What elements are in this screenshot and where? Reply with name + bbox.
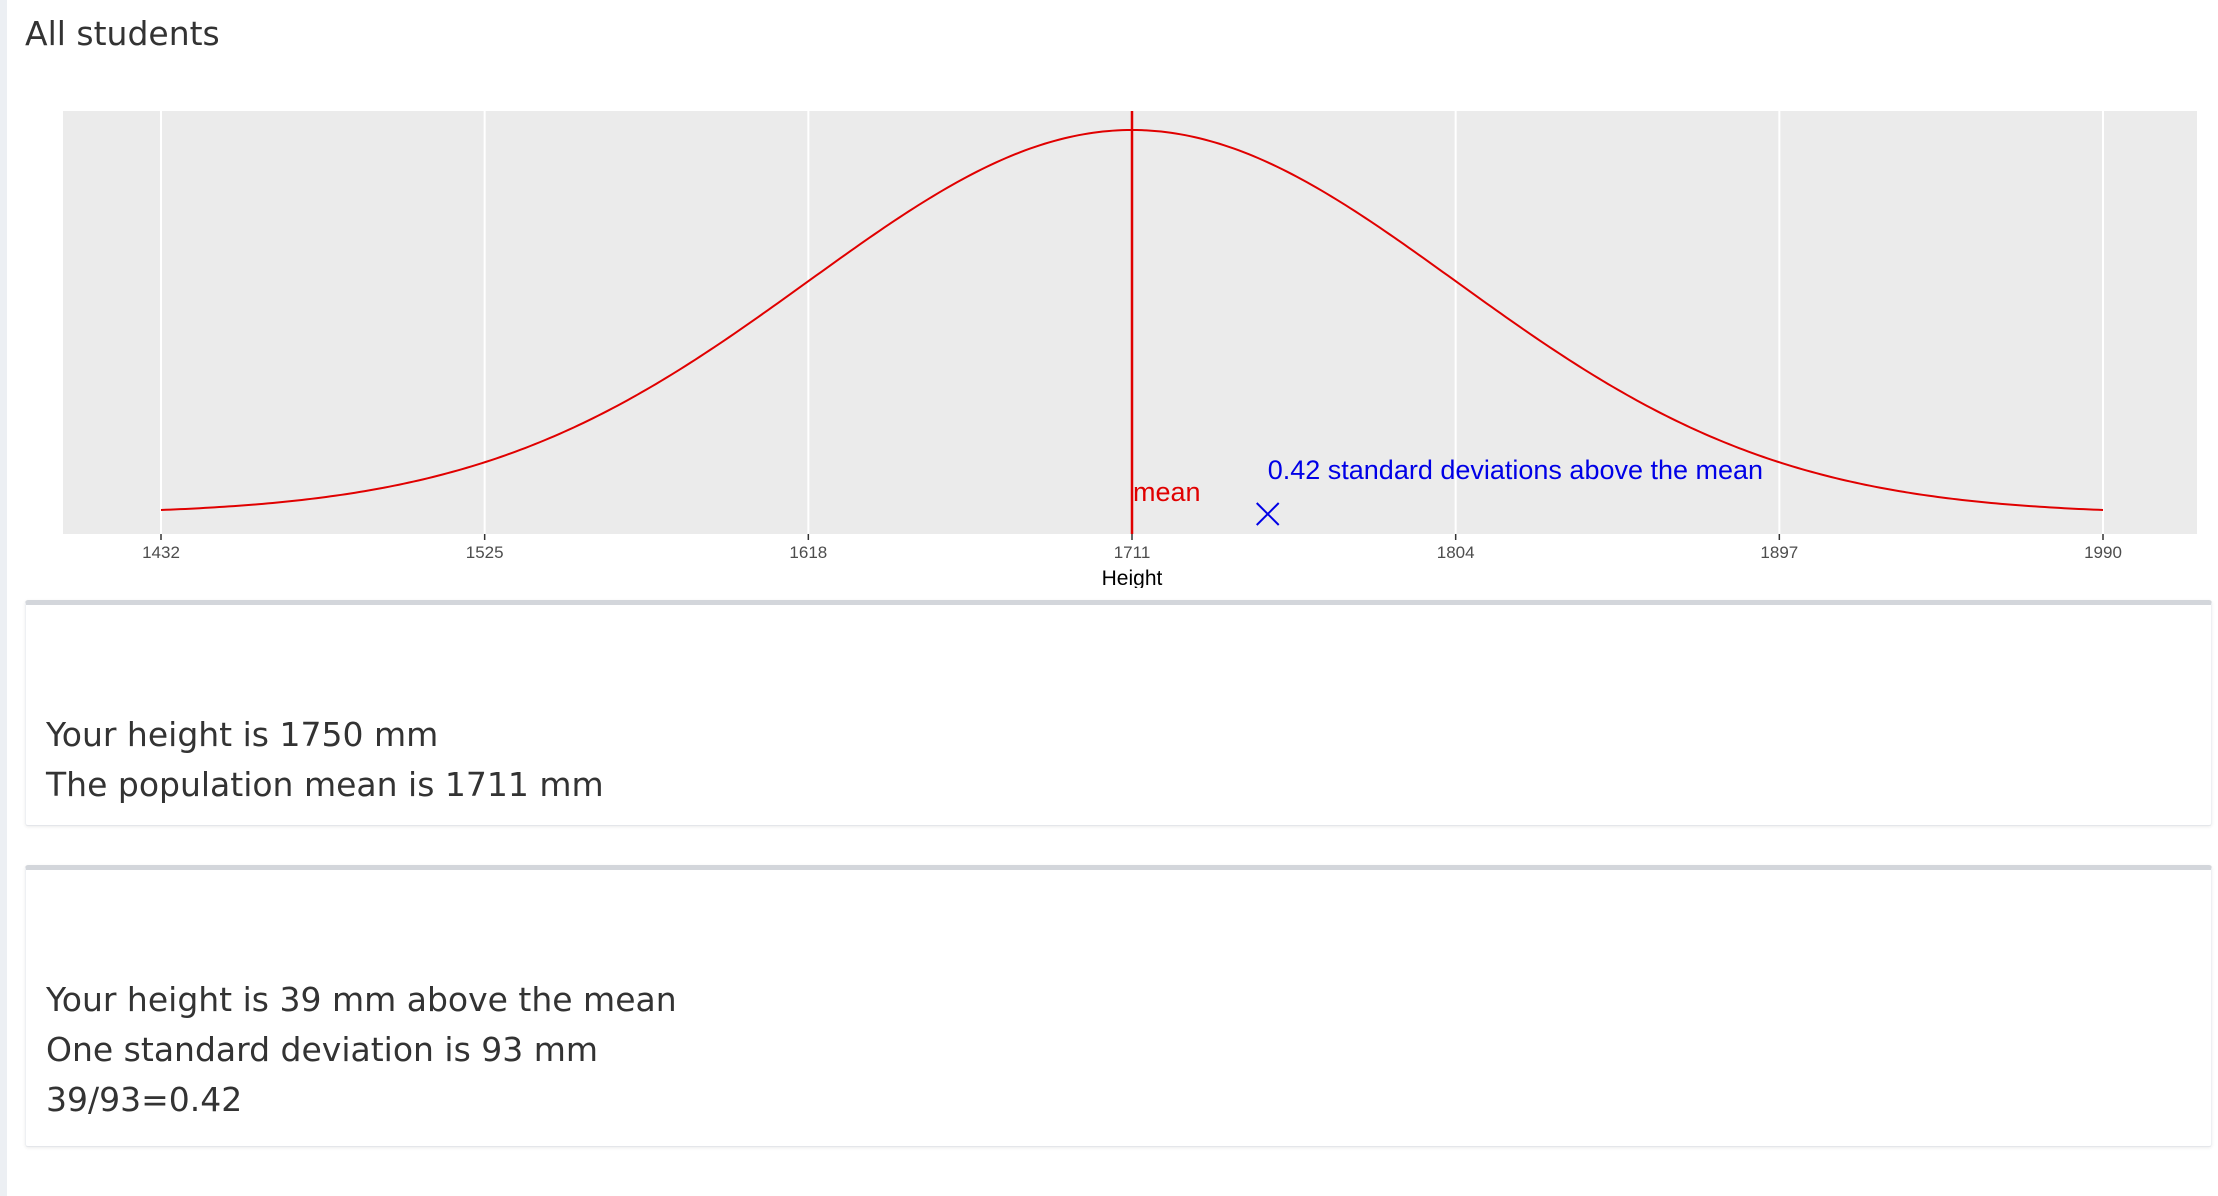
x-tick-label: 1618 xyxy=(789,543,827,562)
difference-line: Your height is 39 mm above the mean xyxy=(46,980,677,1019)
deviation-annotation: 0.42 standard deviations above the mean xyxy=(1268,455,1763,485)
x-axis: 1432 1525 1618 1711 1804 1897 1990 xyxy=(142,534,2122,562)
x-tick-label: 1711 xyxy=(1114,543,1151,562)
left-edge-strip xyxy=(0,0,7,1196)
chart-svg: mean 0.42 standard deviations above the … xyxy=(63,111,2197,590)
population-mean-line: The population mean is 1711 mm xyxy=(46,765,604,804)
x-tick-label: 1897 xyxy=(1760,543,1798,562)
mean-label: mean xyxy=(1133,477,1201,507)
x-tick-label: 1804 xyxy=(1437,543,1475,562)
marker-layer: 0.42 standard deviations above the mean xyxy=(1256,455,1763,526)
height-summary-text: Your height is 1750 mm The population me… xyxy=(46,710,604,810)
height-distribution-plot: mean 0.42 standard deviations above the … xyxy=(60,108,2200,590)
deviation-explanation-card: Your height is 39 mm above the mean One … xyxy=(25,865,2212,1147)
standard-deviation-line: One standard deviation is 93 mm xyxy=(46,1030,599,1069)
your-height-line: Your height is 1750 mm xyxy=(46,715,439,754)
x-axis-title: Height xyxy=(1102,567,1163,588)
x-tick-label: 1990 xyxy=(2084,543,2122,562)
plot-panel-background xyxy=(63,111,2197,534)
height-summary-card: Your height is 1750 mm The population me… xyxy=(25,600,2212,826)
deviation-explanation-text: Your height is 39 mm above the mean One … xyxy=(46,975,677,1125)
section-title: All students xyxy=(25,14,220,53)
ratio-line: 39/93=0.42 xyxy=(46,1080,243,1119)
x-tick-label: 1432 xyxy=(142,543,180,562)
mean-layer: mean xyxy=(1130,111,1201,534)
x-tick-label: 1525 xyxy=(466,543,504,562)
your-height-marker xyxy=(1256,502,1280,526)
